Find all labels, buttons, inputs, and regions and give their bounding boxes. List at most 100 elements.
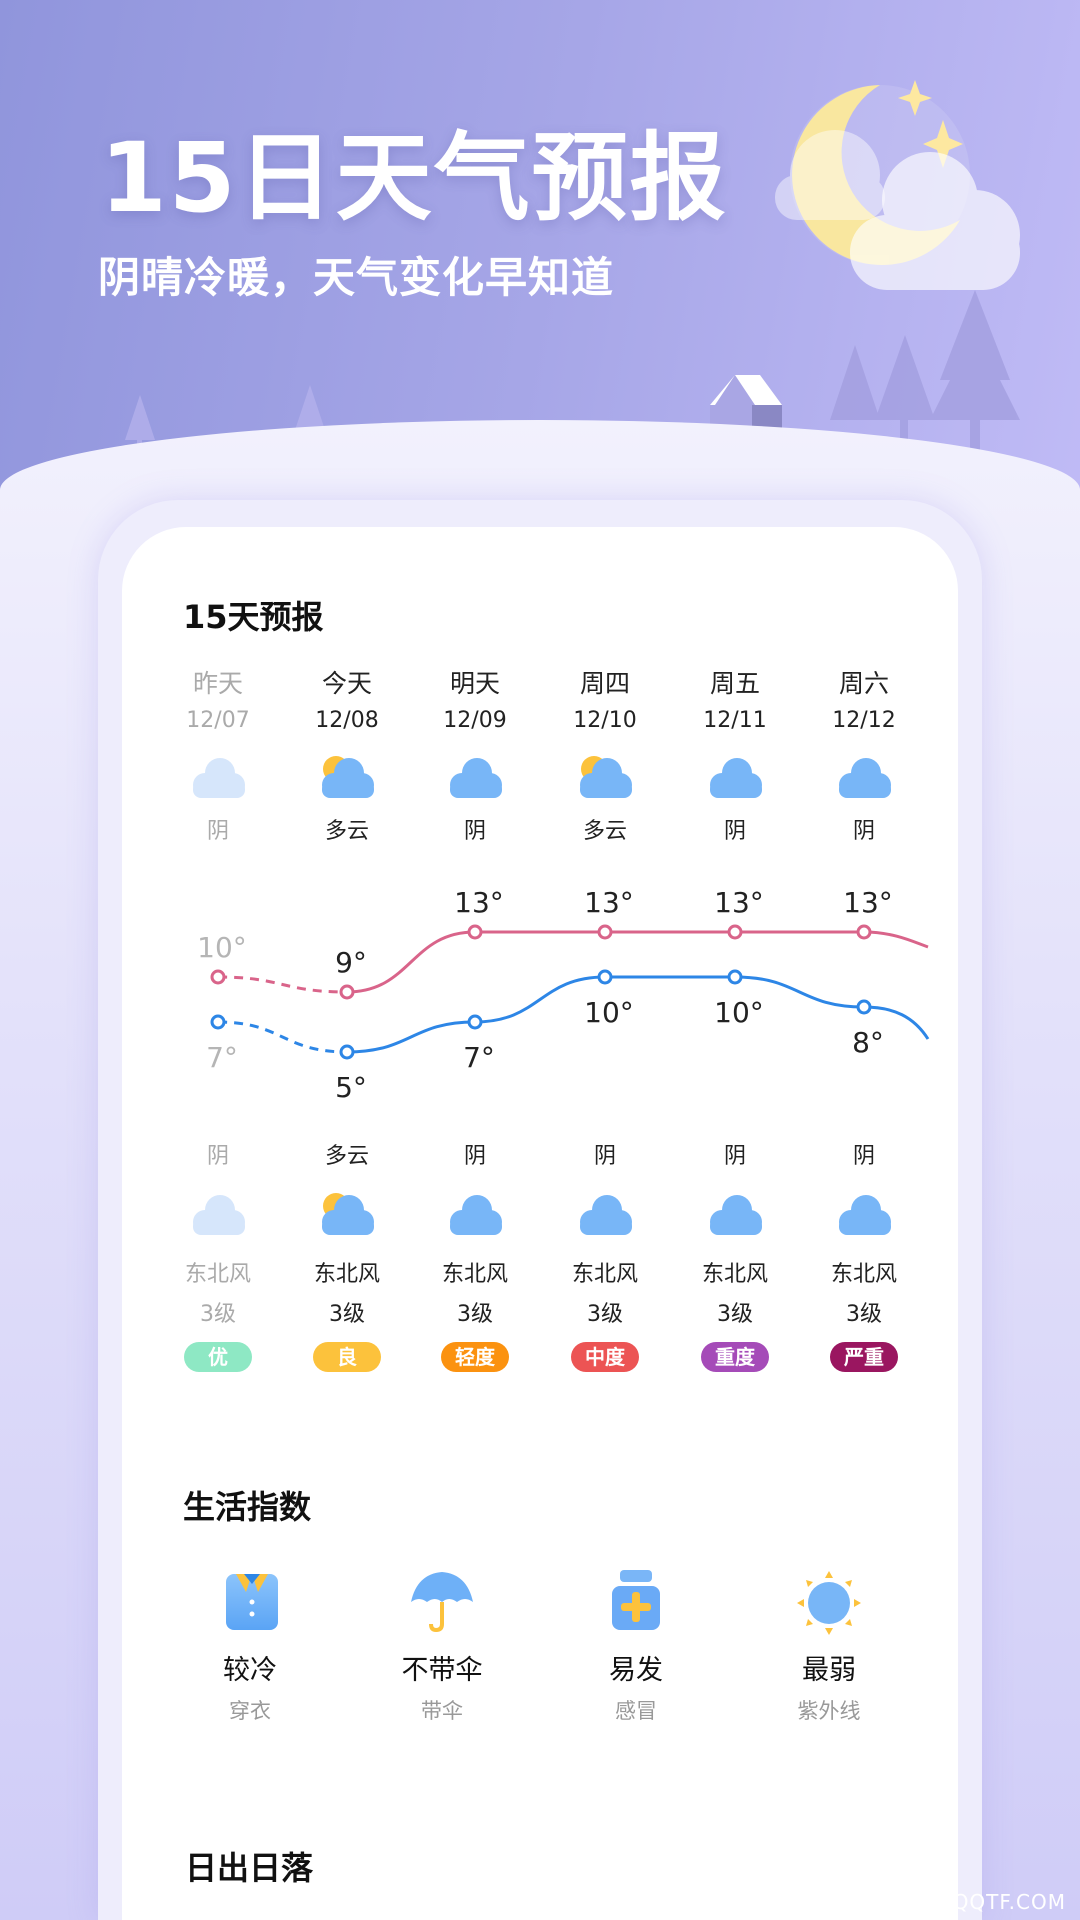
- night-column: 阴 东北风 3级 轻度: [410, 1138, 540, 1372]
- day-condition: 阴: [206, 819, 229, 844]
- cloud-icon: [799, 1190, 929, 1240]
- day-date: 12/09: [443, 708, 507, 733]
- life-section-title: 生活指数: [183, 1488, 312, 1526]
- page-subtitle: 阴晴冷暖，天气变化早知道: [98, 253, 615, 302]
- low-temp-point: [467, 1014, 483, 1030]
- high-temp-label: 13°: [454, 886, 504, 919]
- cloud-icon: [153, 753, 283, 803]
- forecast-section-title: 15天预报: [183, 598, 324, 636]
- low-temp-line: [346, 1020, 476, 1054]
- cloud-icon: [670, 1190, 800, 1240]
- low-temp-point: [856, 999, 872, 1015]
- sun-icon: [739, 1568, 919, 1640]
- low-temp-line-tail: [863, 1005, 930, 1040]
- night-column: 多云 东北风 3级 良: [282, 1138, 412, 1372]
- day-name: 周六: [838, 669, 889, 698]
- high-temp-label: 10°: [197, 931, 247, 964]
- partly-cloudy-icon: [282, 1190, 412, 1240]
- day-column[interactable]: 昨天 12/07 阴: [153, 664, 283, 845]
- day-name: 周四: [579, 669, 630, 698]
- life-index-label: 感冒: [615, 1699, 657, 1723]
- night-condition: 阴: [206, 1144, 229, 1169]
- pine-trees: [830, 290, 1020, 450]
- high-temp-point: [339, 984, 355, 1000]
- page-title: 15日天气预报: [100, 122, 728, 234]
- life-index-item[interactable]: 易发 感冒: [546, 1568, 726, 1725]
- low-temp-point: [727, 969, 743, 985]
- day-condition: 阴: [463, 819, 486, 844]
- aqi-badge: 重度: [701, 1342, 769, 1372]
- night-condition: 阴: [463, 1144, 486, 1169]
- life-index-value: 较冷: [223, 1655, 277, 1686]
- low-temp-line: [474, 975, 606, 1024]
- low-temp-point: [210, 1014, 226, 1030]
- aqi-badge: 中度: [571, 1342, 639, 1372]
- wind-direction: 东北风: [701, 1262, 768, 1287]
- night-column: 阴 东北风 3级 重度: [670, 1138, 800, 1372]
- wind-level: 3级: [200, 1302, 236, 1327]
- cloud-icon: [850, 152, 1020, 290]
- low-temp-label: 7°: [463, 1041, 495, 1074]
- high-temp-label: 13°: [843, 886, 893, 919]
- night-condition: 阴: [852, 1144, 875, 1169]
- umbrella-icon: [352, 1568, 532, 1640]
- medicine-icon: [546, 1568, 726, 1640]
- star-icon: [923, 120, 963, 168]
- night-column: 阴 东北风 3级 中度: [540, 1138, 670, 1372]
- life-index-item[interactable]: 不带伞 带伞: [352, 1568, 532, 1725]
- high-temp-point: [210, 969, 226, 985]
- high-temp-point: [597, 924, 613, 940]
- day-condition: 阴: [852, 819, 875, 844]
- day-name: 周五: [709, 669, 760, 698]
- life-index-item[interactable]: 最弱 紫外线: [739, 1568, 919, 1725]
- day-column[interactable]: 明天 12/09 阴: [410, 664, 540, 845]
- low-temp-label: 10°: [714, 996, 764, 1029]
- day-date: 12/08: [315, 708, 379, 733]
- cloud-icon: [410, 753, 540, 803]
- high-temp-point: [727, 924, 743, 940]
- day-date: 12/07: [186, 708, 250, 733]
- day-column[interactable]: 周五 12/11 阴: [670, 664, 800, 845]
- wind-level: 3级: [587, 1302, 623, 1327]
- partly-cloudy-icon: [282, 753, 412, 803]
- wind-level: 3级: [457, 1302, 493, 1327]
- low-temp-label: 5°: [335, 1071, 367, 1104]
- cloud-icon: [540, 1190, 670, 1240]
- life-index-label: 紫外线: [797, 1699, 861, 1723]
- day-column[interactable]: 今天 12/08 多云: [282, 664, 412, 845]
- life-index-label: 带伞: [421, 1699, 463, 1723]
- life-index-value: 不带伞: [401, 1655, 483, 1686]
- high-temp-line: [346, 930, 476, 994]
- wind-level: 3级: [846, 1302, 882, 1327]
- low-temp-label: 8°: [852, 1026, 884, 1059]
- low-temp-point: [597, 969, 613, 985]
- low-temp-label: 7°: [206, 1041, 238, 1074]
- day-column[interactable]: 周六 12/12 阴: [799, 664, 929, 845]
- star-icon: [898, 80, 932, 116]
- aqi-badge: 优: [184, 1342, 252, 1372]
- wind-level: 3级: [329, 1302, 365, 1327]
- life-index-label: 穿衣: [229, 1699, 271, 1723]
- night-condition: 阴: [593, 1144, 616, 1169]
- cloud-icon: [153, 1190, 283, 1240]
- life-index-value: 易发: [609, 1655, 663, 1686]
- day-condition: 阴: [723, 819, 746, 844]
- aqi-badge: 良: [313, 1342, 381, 1372]
- night-scene-illustration: [125, 80, 1020, 452]
- day-column[interactable]: 周四 12/10 多云: [540, 664, 670, 845]
- day-name: 明天: [449, 669, 500, 698]
- low-temp-line: [734, 975, 865, 1009]
- day-date: 12/11: [703, 708, 767, 733]
- wind-direction: 东北风: [184, 1262, 251, 1287]
- sunrise-section-title: 日出日落: [185, 1849, 314, 1887]
- low-temp-line: [217, 1020, 348, 1054]
- moon-icon: [792, 85, 960, 265]
- aqi-badge: 轻度: [441, 1342, 509, 1372]
- day-name: 昨天: [192, 669, 243, 698]
- day-date: 12/10: [573, 708, 637, 733]
- life-index-item[interactable]: 较冷 穿衣: [160, 1568, 340, 1725]
- day-condition: 多云: [324, 819, 369, 844]
- high-temp-point: [467, 924, 483, 940]
- wind-direction: 东北风: [313, 1262, 380, 1287]
- wind-level: 3级: [717, 1302, 753, 1327]
